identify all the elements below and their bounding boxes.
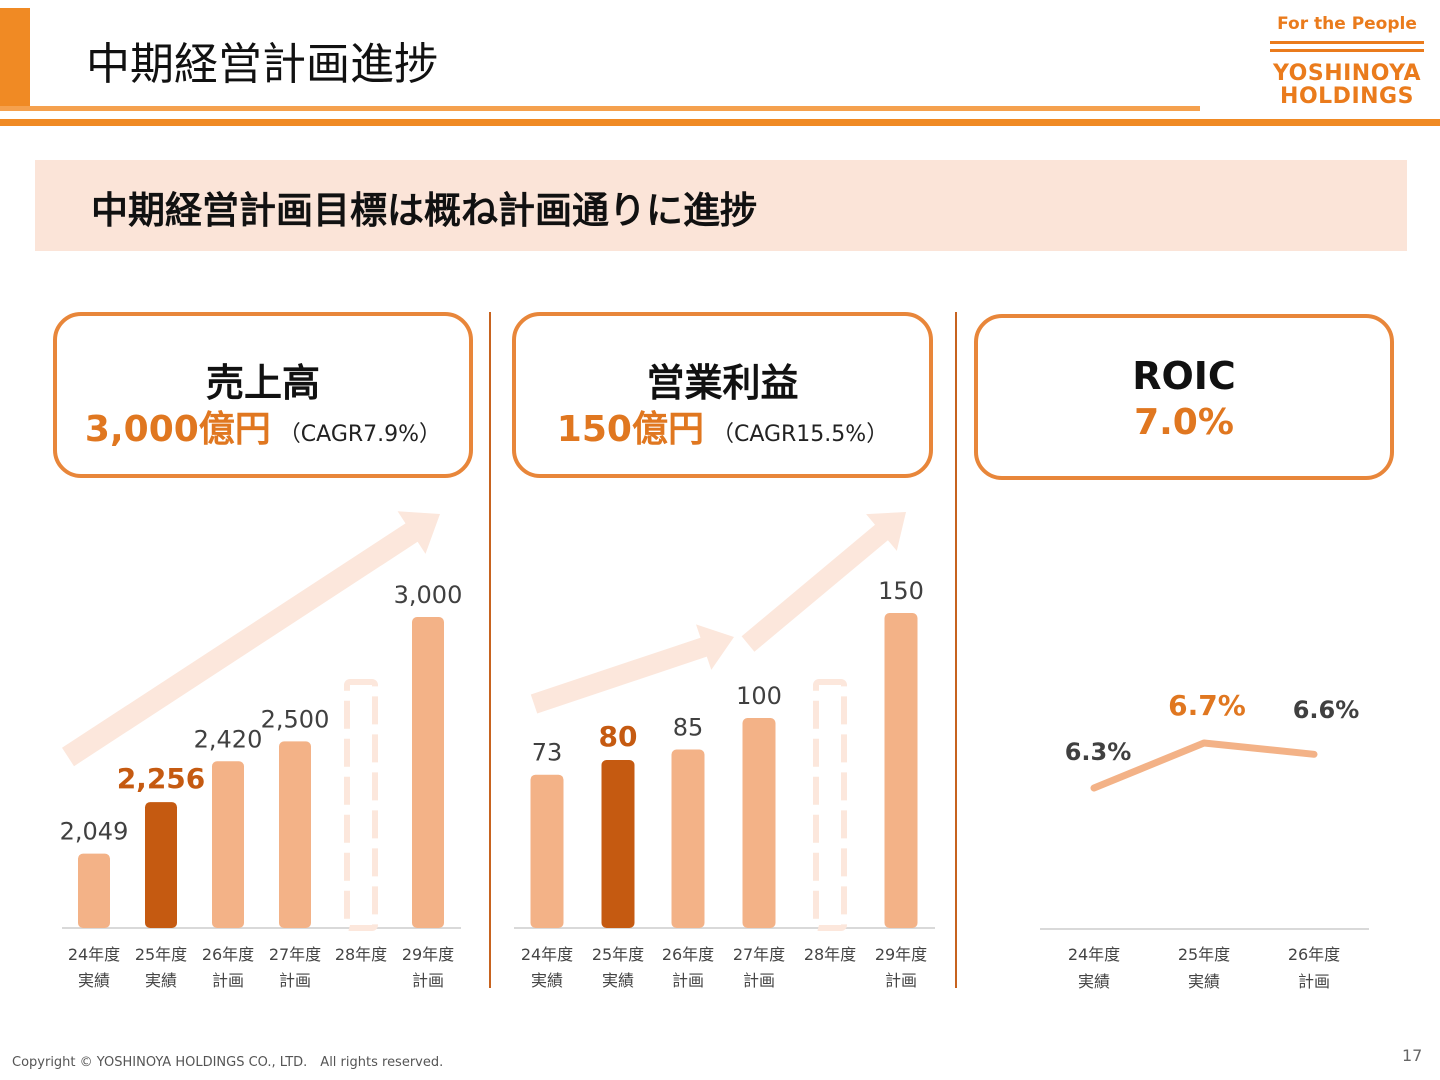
profit-bar [742,718,776,928]
company-logo: For the People YOSHINOYA HOLDINGS [1262,14,1432,110]
sales-bar-placeholder [344,679,378,931]
roic-data-label: 6.7% [1168,689,1246,722]
profit-tick-label: 24年度 [521,945,573,964]
kpi-value-operating-profit: 150億円 [556,409,704,450]
logo-rule-top [1270,41,1424,44]
profit-bar-placeholder [813,679,847,931]
logo-rule-bottom [1270,49,1424,52]
sales-tick-label: 28年度 [335,945,387,964]
kpi-box-sales: 売上高 3,000億円 （CAGR7.9%） [53,312,473,478]
growth-arrow-profit-2 [741,512,906,652]
profit-tick-label: 27年度 [733,945,785,964]
sales-data-label: 2,420 [194,725,263,753]
growth-arrow-sales [62,511,440,767]
title-underline-thin [0,106,1200,111]
kpi-title-operating-profit: 営業利益 [646,361,799,405]
profit-tick-sublabel: 実績 [602,971,634,990]
kpi-box-roic: ROIC 7.0% [974,314,1394,480]
page-number: 17 [1402,1046,1423,1065]
profit-tick-sublabel: 計画 [885,971,917,990]
kpi-value-sales: 3,000億円 [84,409,271,450]
sales-bar [78,853,110,928]
column-separator-1 [489,312,491,988]
profit-bar [601,760,635,928]
profit-data-label: 100 [736,682,782,710]
kpi-title-roic: ROIC [1132,354,1236,398]
profit-tick-label: 26年度 [662,945,714,964]
logo-tagline: For the People [1277,14,1417,34]
sales-bar [279,741,311,928]
sales-data-label: 3,000 [394,581,463,609]
sales-tick-sublabel: 計画 [212,971,244,990]
profit-tick-sublabel: 実績 [531,971,563,990]
roic-tick-label: 25年度 [1178,945,1230,964]
kpi-value-roic: 7.0% [1134,402,1234,443]
logo-name-line2: HOLDINGS [1280,84,1414,109]
logo-name-line1: YOSHINOYA [1273,61,1421,86]
sales-bar [145,802,177,928]
sales-tick-sublabel: 計画 [412,971,444,990]
sales-bar [412,617,444,928]
roic-tick-label: 26年度 [1288,945,1340,964]
profit-bar [884,613,918,928]
kpi-note-operating-profit: （CAGR15.5%） [711,422,889,447]
profit-bar [530,774,564,928]
sales-tick-sublabel: 実績 [78,971,110,990]
sales-bar [212,761,244,928]
profit-tick-sublabel: 計画 [743,971,775,990]
roic-data-label: 6.6% [1293,696,1360,724]
profit-tick-label: 25年度 [592,945,644,964]
roic-series-line [1090,739,1318,792]
title-underline-thick [0,119,1440,126]
sales-tick-label: 25年度 [135,945,187,964]
roic-tick-label: 24年度 [1068,945,1120,964]
sales-tick-label: 26年度 [202,945,254,964]
profit-tick-label: 28年度 [804,945,856,964]
profit-tick-label: 29年度 [875,945,927,964]
sales-tick-sublabel: 計画 [279,971,311,990]
column-separator-2 [955,312,957,988]
profit-bar [671,749,705,928]
profit-data-label: 80 [599,720,638,753]
profit-tick-sublabel: 計画 [672,971,704,990]
roic-tick-sublabel: 実績 [1078,972,1110,991]
summary-banner: 中期経営計画目標は概ね計画通りに進捗 [35,160,1407,251]
page-title: 中期経営計画進捗 [86,39,438,90]
kpi-note-sales: （CAGR7.9%） [278,422,442,447]
sales-tick-label: 27年度 [269,945,321,964]
profit-data-label: 73 [532,739,563,767]
growth-arrow-profit-1 [530,624,734,714]
sales-data-label: 2,500 [261,705,330,733]
copyright-text: Copyright © YOSHINOYA HOLDINGS CO., LTD.… [12,1055,444,1070]
kpi-box-operating-profit: 営業利益 150億円 （CAGR15.5%） [512,312,933,478]
sales-data-label: 2,256 [117,762,206,795]
kpi-value-sales-line: 3,000億円 （CAGR7.9%） [57,400,469,452]
sales-data-label: 2,049 [60,818,129,846]
sales-tick-sublabel: 実績 [145,971,177,990]
roic-data-label: 6.3% [1065,738,1132,766]
kpi-title-sales: 売上高 [205,361,320,405]
profit-data-label: 150 [878,577,924,605]
sales-tick-label: 24年度 [68,945,120,964]
title-accent-bar [0,8,30,108]
profit-data-label: 85 [673,714,704,742]
roic-tick-sublabel: 計画 [1298,972,1330,991]
summary-banner-text: 中期経営計画目標は概ね計画通りに進捗 [91,189,757,232]
sales-tick-label: 29年度 [402,945,454,964]
kpi-value-operating-profit-line: 150億円 （CAGR15.5%） [516,400,929,452]
roic-tick-sublabel: 実績 [1188,972,1220,991]
